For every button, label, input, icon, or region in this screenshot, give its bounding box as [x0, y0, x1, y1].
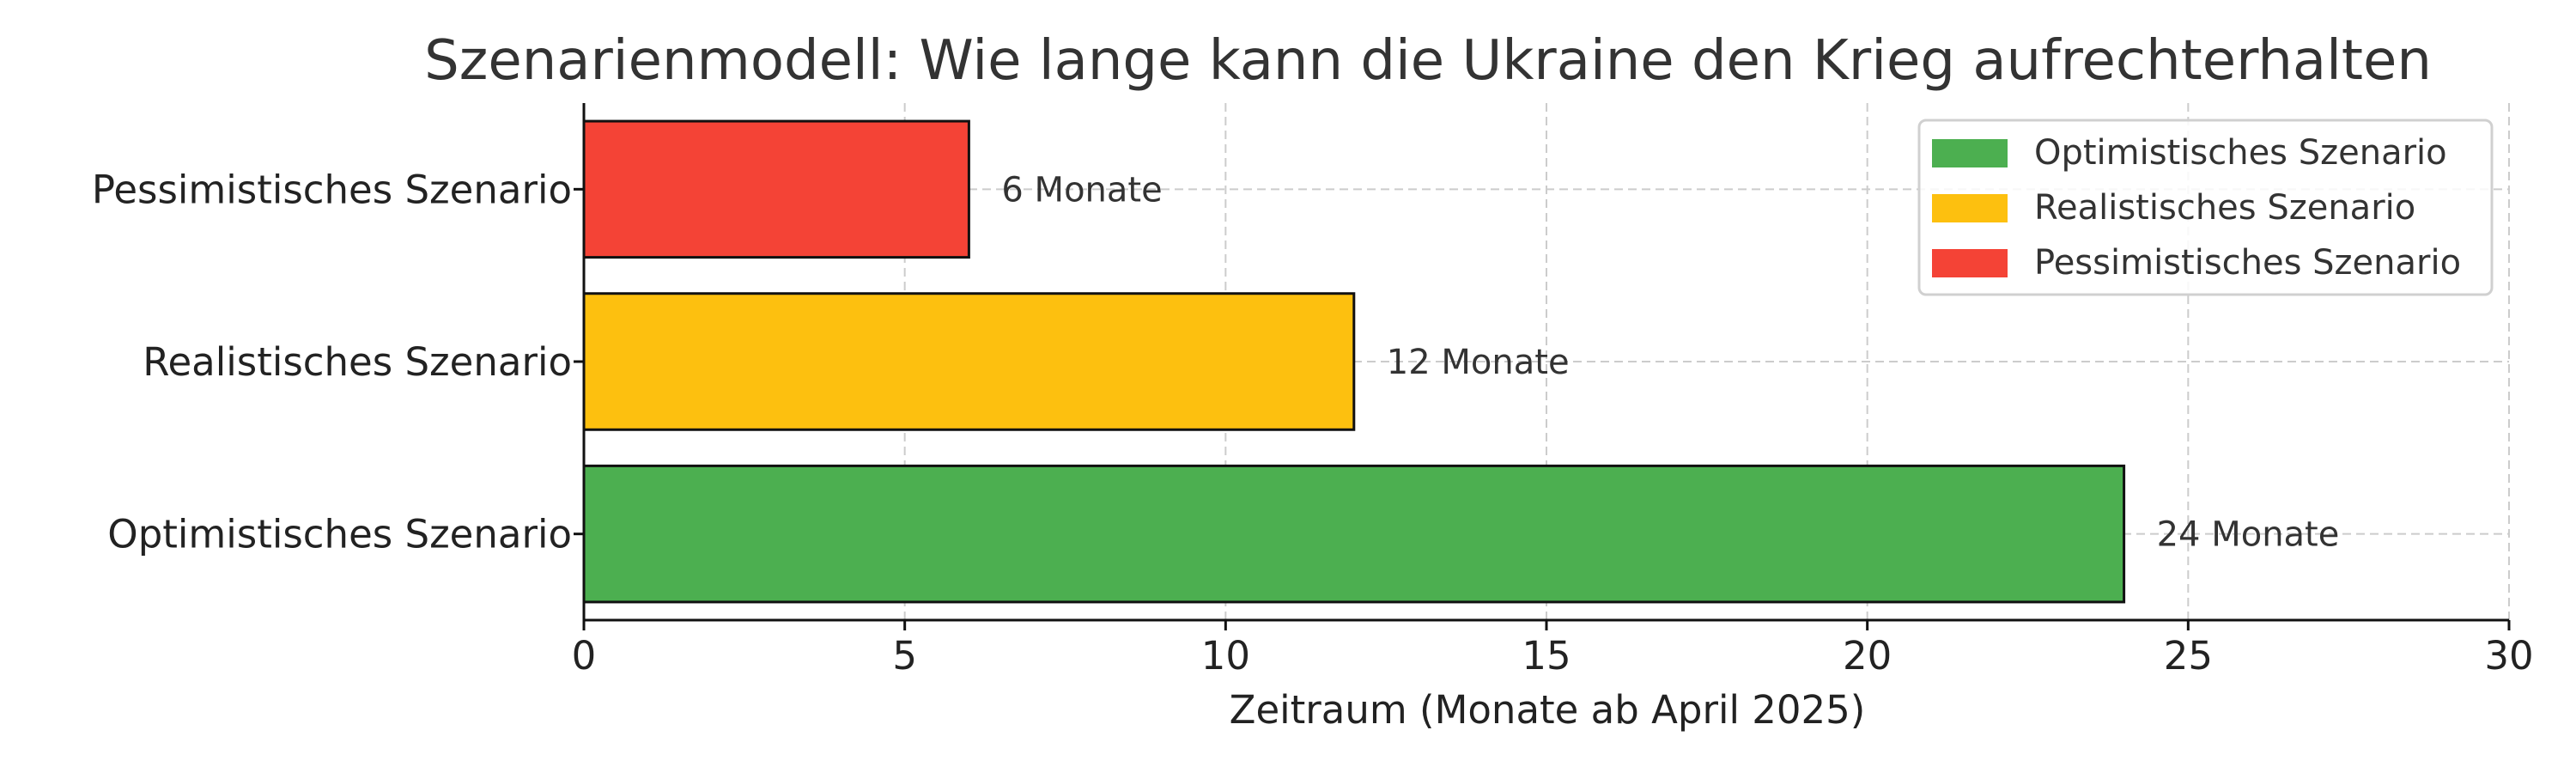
legend-swatch [1932, 249, 2008, 277]
x-tick-label: 5 [892, 633, 917, 679]
bar [582, 292, 1356, 431]
x-tick-label: 10 [1201, 633, 1250, 679]
bars [582, 119, 2126, 604]
x-tick-label: 0 [572, 633, 597, 679]
x-tick-label: 15 [1522, 633, 1571, 679]
legend-label: Pessimistisches Szenario [2034, 243, 2461, 283]
legend-box [1917, 119, 2494, 296]
legend: Optimistisches Szenario Realistisches Sze… [1917, 119, 2494, 296]
x-axis-label: Zeitraum (Monate ab April 2025) [1230, 687, 1866, 733]
data-label: 24 Monate [2157, 515, 2340, 555]
y-axis-ticks: Optimistisches Szenario Realistisches Sze… [92, 167, 584, 557]
data-label: 12 Monate [1387, 343, 1570, 382]
legend-label: Realistisches Szenario [2034, 188, 2415, 228]
legend-swatch [1932, 194, 2008, 222]
data-label: 6 Monate [1001, 170, 1162, 210]
legend-swatch [1932, 139, 2008, 167]
chart-title: Szenarienmodell: Wie lange kann die Ukra… [424, 29, 2432, 93]
y-tick-label: Optimistisches Szenario [107, 512, 572, 557]
data-labels: 24 Monate 12 Monate 6 Monate [1001, 170, 2339, 554]
y-tick-label: Realistisches Szenario [143, 339, 572, 385]
x-tick-label: 25 [2164, 633, 2213, 679]
bar [582, 464, 2126, 604]
x-axis-ticks: 0 5 10 15 20 25 30 [572, 620, 2534, 679]
bar [582, 119, 970, 259]
legend-label: Optimistisches Szenario [2034, 133, 2447, 173]
y-tick-label: Pessimistisches Szenario [92, 167, 572, 212]
x-tick-label: 30 [2484, 633, 2533, 679]
x-tick-label: 20 [1843, 633, 1892, 679]
